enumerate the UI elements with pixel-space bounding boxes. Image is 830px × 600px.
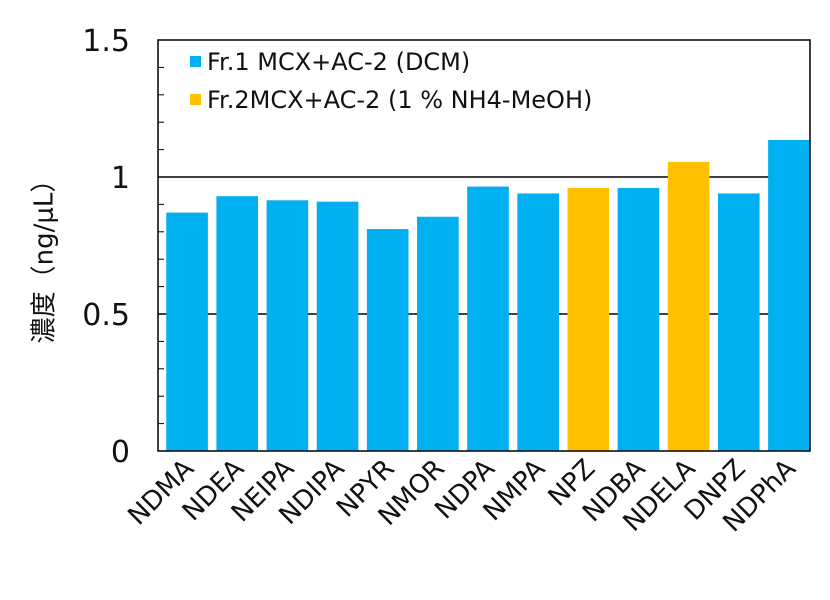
bar-npz [567,187,610,451]
bar-ndipa [316,201,359,451]
bar-ndba [617,187,660,451]
bar-ndela [667,161,710,451]
bar-ndea [216,196,259,451]
bar-ndma [166,212,208,451]
legend-swatch [190,56,201,67]
x-category-label: NDMA [122,454,200,532]
y-axis-label: 濃度（ng/μL） [30,167,60,344]
legend-swatch [190,94,201,105]
y-tick-label: 0 [111,435,130,470]
legend: Fr.1 MCX+AC-2 (DCM) Fr.2MCX+AC-2 (1 % NH4… [190,48,592,114]
bar-dnpz [717,193,760,451]
y-axis-ticks [158,66,164,425]
y-axis-tick-labels: 0 0.5 1 1.5 [82,24,130,470]
legend-label: Fr.2MCX+AC-2 (1 % NH4-MeOH) [207,86,592,114]
bar-nmor [417,216,459,451]
legend-label: Fr.1 MCX+AC-2 (DCM) [207,48,470,76]
bar-nmpa [517,193,559,451]
bar-neipa [266,200,309,451]
y-tick-label: 1 [111,161,130,196]
y-tick-label: 1.5 [82,24,130,59]
y-tick-label: 0.5 [82,298,130,333]
plot-frame [157,39,811,452]
bar-ndpa [467,186,509,451]
x-axis-category-labels: NDMANDEANEIPANDIPANPYRNMORNDPANMPANPZNDB… [122,454,802,539]
bar-npyr [366,229,409,451]
bar-ndpha [768,140,810,451]
bars [166,140,810,451]
